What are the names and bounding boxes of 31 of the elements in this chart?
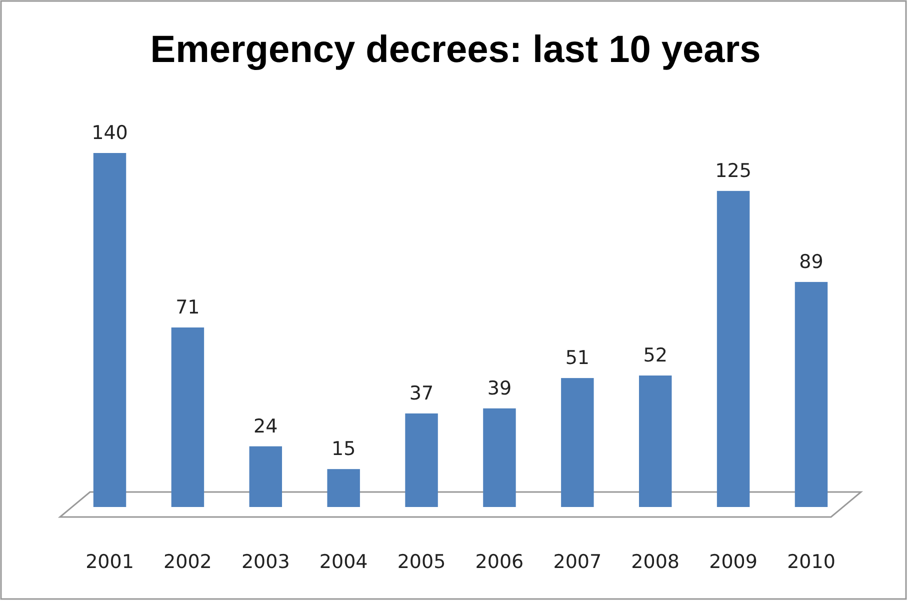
x-tick-label: 2004 [319, 551, 368, 573]
data-label: 24 [254, 415, 278, 438]
x-tick-label: 2010 [787, 551, 836, 573]
chart-title: Emergency decrees: last 10 years [150, 29, 761, 71]
bar [249, 446, 282, 507]
x-tick-label: 2001 [86, 551, 134, 573]
data-label: 39 [487, 377, 512, 400]
data-label: 52 [643, 344, 668, 367]
bar [483, 408, 516, 507]
bar [638, 376, 672, 507]
x-tick-label: 2006 [475, 551, 524, 573]
bar [171, 327, 204, 507]
data-label: 71 [176, 296, 200, 318]
data-label: 51 [565, 347, 590, 370]
bar [327, 469, 360, 507]
bar [716, 190, 750, 507]
x-tick-label: 2005 [397, 551, 446, 573]
x-tick-label: 2002 [164, 551, 212, 573]
data-label: 15 [331, 438, 356, 460]
bar [405, 413, 438, 507]
data-label: 125 [715, 160, 752, 182]
x-tick-label: 2007 [553, 551, 602, 573]
bar [561, 378, 594, 507]
bar [93, 153, 126, 507]
data-label: 89 [799, 250, 824, 273]
bar [794, 282, 828, 507]
data-label: 140 [92, 122, 128, 144]
x-tick-label: 2009 [709, 551, 758, 573]
x-tick-label: 2008 [631, 551, 680, 573]
data-label: 37 [409, 382, 434, 404]
x-tick-label: 2003 [241, 551, 290, 573]
